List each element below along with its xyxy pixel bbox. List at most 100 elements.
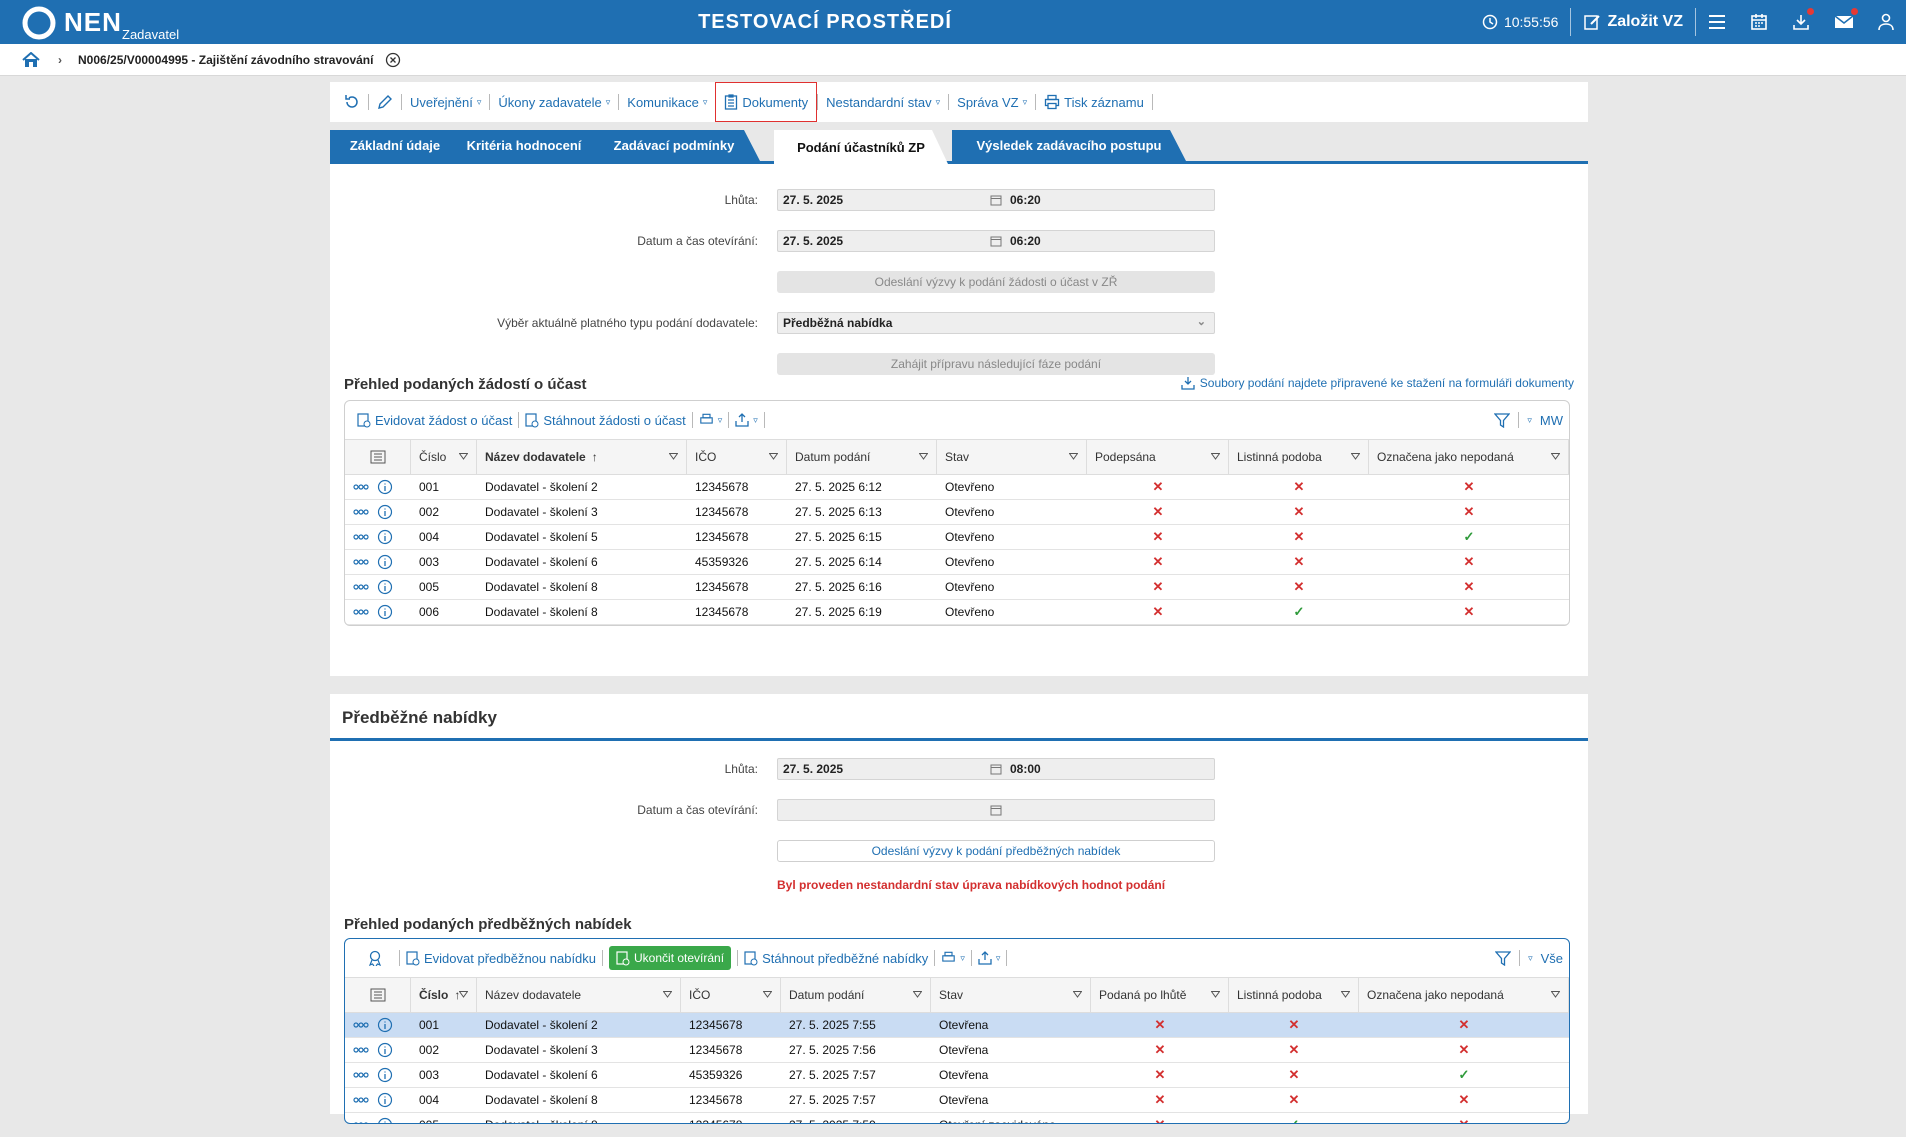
column-filter-icon[interactable] [669, 453, 678, 460]
type-select[interactable]: Předběžná nabídka ⌄ [777, 312, 1215, 334]
column-header[interactable]: Podaná po lhůtě [1091, 977, 1229, 1013]
more-actions-icon[interactable] [353, 534, 369, 540]
export-button[interactable]: ▿ [729, 413, 764, 427]
calendar-icon[interactable] [990, 763, 1002, 775]
tasks-menu[interactable]: Úkony zadavatele ▿ [490, 82, 618, 122]
more-actions-icon[interactable] [353, 609, 369, 615]
more-actions-icon[interactable] [353, 509, 369, 515]
dropdown-arrow-icon[interactable]: ▿ [1527, 414, 1532, 425]
home-icon[interactable] [22, 51, 40, 68]
tab-conditions[interactable]: Zadávací podmínky [588, 130, 760, 161]
view-selector[interactable]: Vše [1540, 950, 1563, 966]
open-field[interactable] [777, 799, 1215, 821]
export-button[interactable]: ▿ [972, 951, 1007, 965]
column-filter-icon[interactable] [763, 991, 772, 998]
messages-button[interactable] [1822, 0, 1866, 44]
nen-logo-icon[interactable] [22, 6, 56, 40]
info-icon[interactable] [377, 579, 393, 595]
tab-submissions[interactable]: Podání účastníků ZP [774, 130, 948, 164]
more-actions-icon[interactable] [353, 484, 369, 490]
create-vz-button[interactable]: Založit VZ [1571, 0, 1695, 44]
filter-icon[interactable] [1494, 412, 1511, 428]
calendar-icon[interactable] [990, 235, 1002, 247]
edit-button[interactable] [369, 82, 401, 122]
send-preliminary-button[interactable]: Odeslání výzvy k podání předběžných nabí… [777, 840, 1215, 862]
column-header[interactable]: Stav [937, 439, 1087, 475]
view-selector[interactable]: MW [1539, 412, 1563, 428]
column-filter-icon[interactable] [1551, 453, 1560, 460]
more-actions-icon[interactable] [353, 1097, 369, 1103]
deadline-field[interactable]: 27. 5. 2025 08:00 [777, 758, 1215, 780]
column-filter-icon[interactable] [459, 453, 468, 460]
open-field[interactable]: 27. 5. 2025 06:20 [777, 230, 1215, 252]
column-header[interactable]: Název dodavatele [477, 977, 681, 1013]
column-header[interactable]: Listinná podoba [1229, 977, 1359, 1013]
download-requests-button[interactable]: Stáhnout žádosti o účast [519, 413, 691, 428]
download-offers-button[interactable]: Stáhnout předběžné nabídky [738, 951, 934, 966]
info-icon[interactable] [377, 529, 393, 545]
sort-ascending-icon[interactable]: ↑ [454, 988, 461, 1002]
column-filter-icon[interactable] [1551, 991, 1560, 998]
print-table-button[interactable]: ▿ [693, 413, 729, 427]
info-icon[interactable] [377, 1017, 393, 1033]
award-button[interactable] [351, 950, 399, 966]
finish-opening-button[interactable]: Ukončit otevírání [609, 946, 732, 970]
column-header[interactable]: IČO [687, 439, 787, 475]
column-header[interactable]: IČO [681, 977, 781, 1013]
column-header[interactable]: Listinná podoba [1229, 439, 1369, 475]
filter-icon[interactable] [1495, 950, 1512, 966]
more-actions-icon[interactable] [353, 1122, 369, 1123]
files-link[interactable]: Soubory podání najdete připravené ke sta… [1181, 376, 1574, 390]
column-settings-icon[interactable] [345, 977, 411, 1013]
breadcrumb-title[interactable]: N006/25/V00004995 - Zajištění závodního … [78, 52, 374, 67]
column-filter-icon[interactable] [913, 991, 922, 998]
calendar-icon[interactable] [990, 804, 1002, 816]
downloads-button[interactable] [1780, 0, 1822, 44]
communication-menu[interactable]: Komunikace ▿ [619, 82, 715, 122]
info-icon[interactable] [377, 504, 393, 520]
tab-basic[interactable]: Základní údaje [330, 130, 460, 161]
calendar-button[interactable] [1738, 0, 1780, 44]
more-actions-icon[interactable] [353, 1072, 369, 1078]
nonstandard-menu[interactable]: Nestandardní stav ▿ [818, 82, 948, 122]
documents-button[interactable]: Dokumenty [715, 82, 818, 122]
info-icon[interactable] [377, 1042, 393, 1058]
column-filter-icon[interactable] [459, 991, 468, 998]
info-icon[interactable] [377, 1092, 393, 1108]
column-filter-icon[interactable] [1211, 991, 1220, 998]
calendar-icon[interactable] [990, 194, 1002, 206]
column-header[interactable]: Označena jako nepodaná [1359, 977, 1569, 1013]
column-filter-icon[interactable] [663, 991, 672, 998]
deadline-field[interactable]: 27. 5. 2025 06:20 [777, 189, 1215, 211]
print-button[interactable]: Tisk záznamu [1036, 82, 1152, 122]
column-header[interactable]: Označena jako nepodaná [1369, 439, 1569, 475]
publish-menu[interactable]: Uveřejnění ▿ [402, 82, 489, 122]
info-icon[interactable] [377, 1067, 393, 1083]
dropdown-arrow-icon[interactable]: ▿ [1528, 952, 1533, 963]
column-header[interactable]: Stav [931, 977, 1091, 1013]
print-table-button[interactable]: ▿ [935, 951, 971, 965]
user-button[interactable] [1866, 0, 1906, 44]
column-header[interactable]: Číslo ↑ [411, 977, 477, 1013]
info-icon[interactable] [377, 604, 393, 620]
refresh-button[interactable] [336, 82, 368, 122]
column-header[interactable]: Datum podání [787, 439, 937, 475]
column-filter-icon[interactable] [1351, 453, 1360, 460]
send-request-button[interactable]: Odeslání výzvy k podání žádosti o účast … [777, 271, 1215, 293]
info-icon[interactable] [377, 554, 393, 570]
logo-text[interactable]: NEN [64, 7, 122, 37]
admin-menu[interactable]: Správa VZ ▿ [949, 82, 1035, 122]
column-filter-icon[interactable] [1069, 453, 1078, 460]
info-icon[interactable] [377, 479, 393, 495]
tab-criteria[interactable]: Kritéria hodnocení [444, 130, 604, 161]
column-header[interactable]: Podepsána [1087, 439, 1229, 475]
column-filter-icon[interactable] [1211, 453, 1220, 460]
more-actions-icon[interactable] [353, 1047, 369, 1053]
add-offer-button[interactable]: Evidovat předběžnou nabídku [400, 951, 602, 966]
column-settings-icon[interactable] [345, 439, 411, 475]
column-filter-icon[interactable] [769, 453, 778, 460]
more-actions-icon[interactable] [353, 559, 369, 565]
tab-result[interactable]: Výsledek zadávacího postupu [952, 130, 1186, 161]
column-filter-icon[interactable] [1341, 991, 1350, 998]
next-phase-button[interactable]: Zahájit přípravu následující fáze podání [777, 353, 1215, 375]
